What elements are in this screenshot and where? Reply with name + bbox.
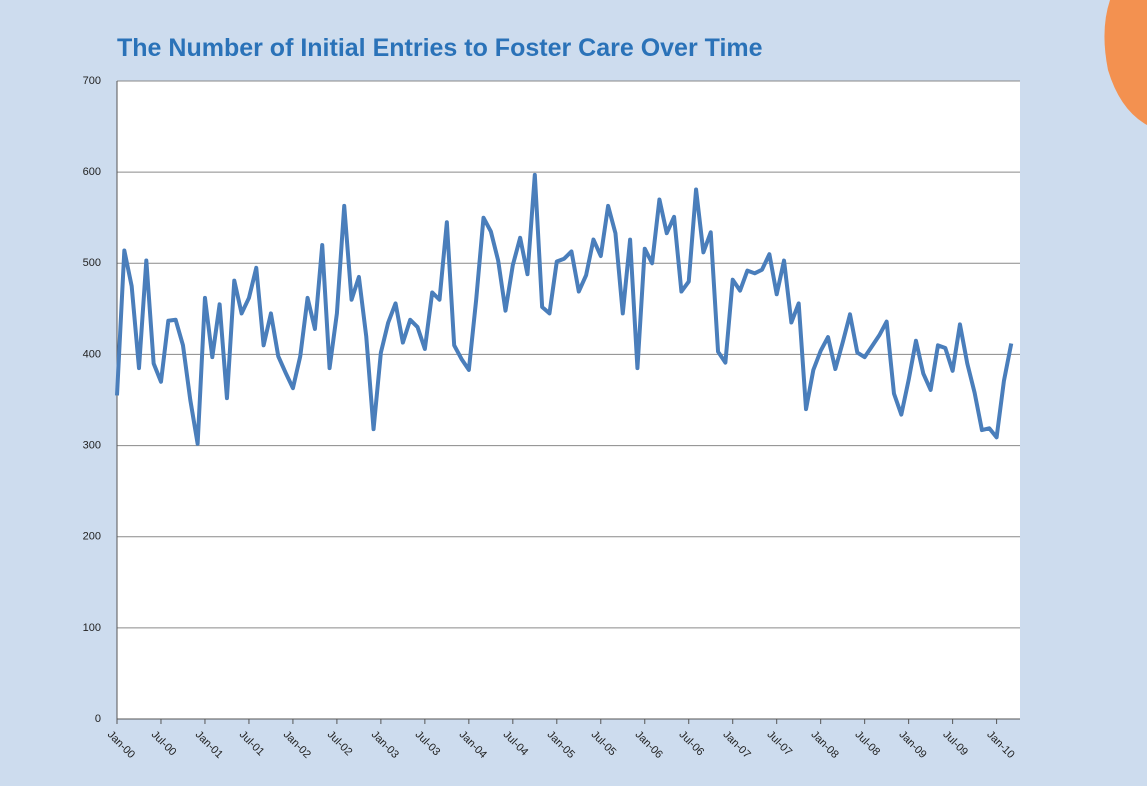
plot-area <box>117 81 1020 719</box>
y-tick-label: 500 <box>83 257 101 269</box>
y-tick-label: 100 <box>83 622 101 634</box>
data-line <box>115 172 1014 446</box>
y-tick-label: 0 <box>95 713 101 725</box>
y-tick-label: 400 <box>83 348 101 360</box>
y-tick-label: 300 <box>83 439 101 451</box>
y-tick-label: 200 <box>83 531 101 543</box>
y-tick-label: 700 <box>83 75 101 87</box>
y-tick-label: 600 <box>83 166 101 178</box>
decoration <box>1104 0 1147 125</box>
chart-title: The Number of Initial Entries to Foster … <box>117 34 763 62</box>
